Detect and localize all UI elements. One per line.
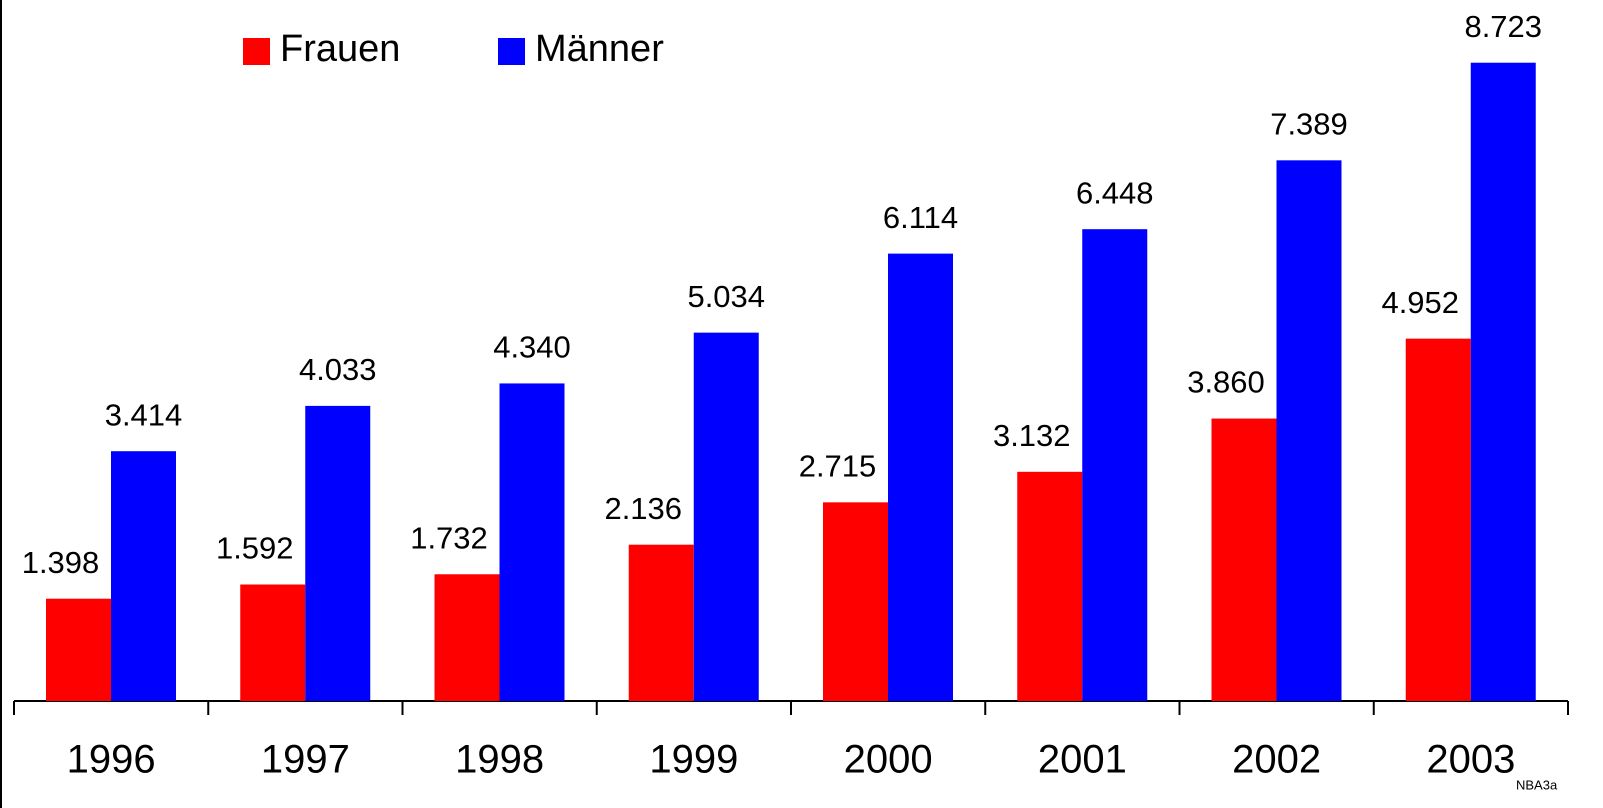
value-label: 3.414 — [105, 397, 183, 432]
bar — [111, 451, 176, 701]
bar — [1405, 338, 1471, 701]
bar — [1211, 418, 1277, 701]
value-label: 4.340 — [493, 330, 571, 365]
x-tick-label: 1999 — [649, 738, 738, 782]
bar — [434, 574, 500, 701]
bar — [1276, 160, 1342, 702]
value-label: 1.592 — [216, 531, 294, 566]
value-label: 5.034 — [687, 279, 765, 314]
bar — [823, 502, 888, 701]
value-label: 4.033 — [299, 352, 377, 387]
value-label: 4.952 — [1381, 285, 1459, 320]
bar — [628, 544, 694, 701]
value-label: 1.732 — [410, 520, 488, 555]
x-tick-label: 2001 — [1038, 738, 1127, 782]
x-tick-label: 2002 — [1232, 738, 1321, 782]
value-label: 6.448 — [1076, 175, 1154, 210]
value-label: 6.114 — [883, 200, 958, 235]
bar — [46, 598, 111, 701]
legend-label: Frauen — [280, 28, 400, 70]
x-tick-label: 1998 — [455, 738, 544, 782]
value-label: 7.389 — [1270, 107, 1348, 142]
bar — [499, 383, 565, 701]
value-label: 3.860 — [1187, 365, 1265, 400]
x-tick-label: 2000 — [844, 738, 933, 782]
bar — [693, 332, 759, 701]
bar — [1470, 62, 1536, 702]
legend-swatch — [498, 38, 525, 65]
bar — [1017, 471, 1083, 701]
value-label: 8.723 — [1464, 9, 1542, 44]
x-tick-label: 2003 — [1426, 738, 1515, 782]
note: NBA3a — [1516, 777, 1558, 792]
value-label: 2.715 — [799, 449, 877, 484]
bar — [888, 253, 953, 701]
value-label: 3.132 — [993, 418, 1071, 453]
bar — [1082, 229, 1148, 701]
bar — [305, 405, 371, 701]
legend-label: Männer — [535, 28, 664, 70]
legend-swatch — [243, 38, 270, 65]
x-tick-label: 1996 — [67, 738, 156, 782]
bar — [240, 584, 306, 701]
value-label: 2.136 — [604, 491, 682, 526]
value-label: 1.398 — [22, 545, 100, 580]
x-tick-label: 1997 — [261, 738, 350, 782]
